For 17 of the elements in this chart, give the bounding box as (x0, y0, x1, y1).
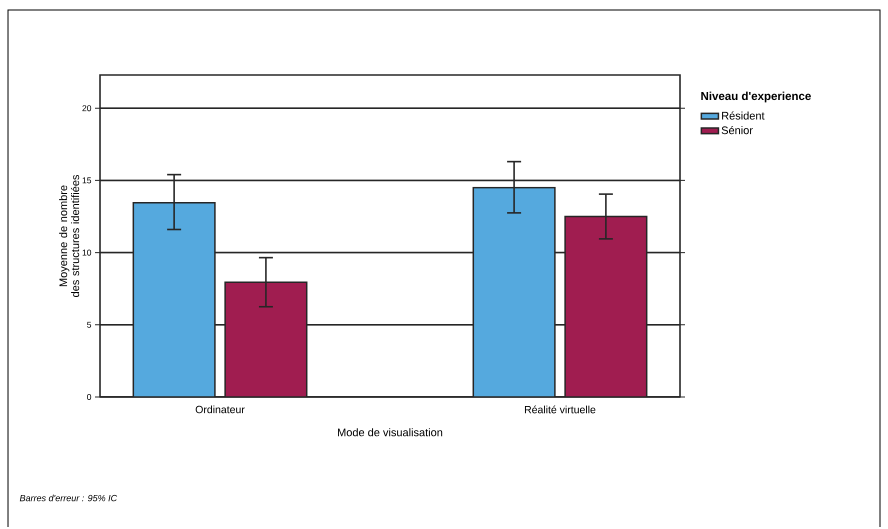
x-axis-title: Mode de visualisation (338, 428, 442, 436)
y-tick-label: 15 (82, 177, 92, 184)
bar (472, 186, 556, 397)
x-tick-label: Ordinateur (196, 406, 245, 414)
y-tick-label: 0 (87, 394, 92, 400)
legend-title: Niveau d'experience (701, 92, 811, 102)
x-tick-label: Réalité virtuelle (524, 406, 596, 414)
legend-label: Sénior (722, 126, 753, 134)
y-tick-label: 10 (82, 250, 92, 256)
y-tick-label: 5 (87, 322, 92, 328)
y-axis-title: Moyenne de nombre des structures identifiées (59, 174, 80, 297)
bar (224, 281, 308, 397)
text: Barres d'erreur : 95% IC (20, 494, 118, 502)
bar (132, 202, 216, 397)
legend-label: Résident (722, 111, 764, 120)
y-tick-label: 20 (82, 105, 92, 112)
bar (564, 216, 648, 397)
